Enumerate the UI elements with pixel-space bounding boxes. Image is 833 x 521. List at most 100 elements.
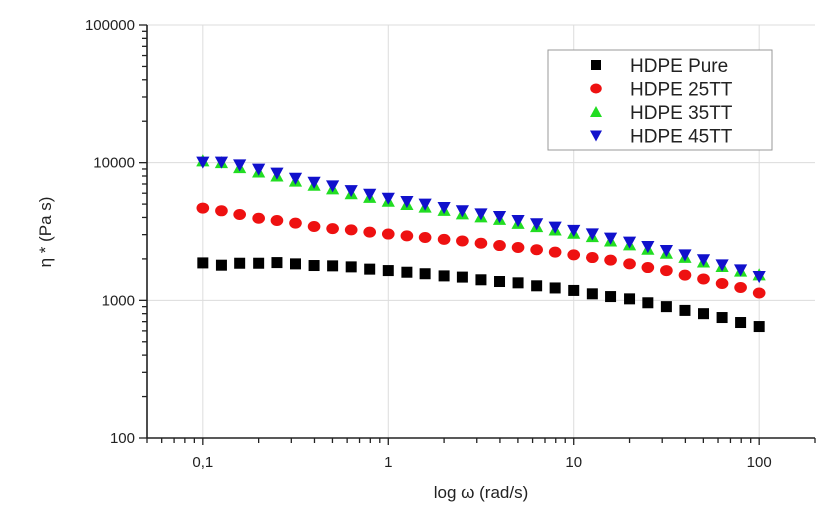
data-point [288, 172, 303, 185]
data-point [252, 212, 265, 224]
data-point [456, 235, 469, 247]
data-point [419, 268, 431, 280]
y-tick-label: 10000 [93, 155, 135, 172]
y-axis-label: η * (Pa s) [36, 197, 55, 268]
data-point [400, 230, 414, 242]
legend-marker [591, 60, 601, 70]
data-point [418, 232, 432, 244]
series-hdpe-45tt [196, 156, 766, 284]
data-point [492, 211, 507, 224]
data-point [455, 205, 469, 218]
data-point [493, 240, 506, 252]
data-point [567, 224, 581, 238]
data-point [197, 257, 209, 269]
x-axis-label: log ω (rad/s) [434, 483, 529, 502]
data-point [289, 217, 302, 229]
data-point [400, 196, 414, 209]
data-point [252, 163, 266, 176]
data-point [344, 185, 358, 198]
data-point [437, 233, 451, 245]
legend-label: HDPE 25TT [630, 80, 733, 101]
data-point [715, 278, 729, 290]
data-point [660, 301, 672, 313]
data-point [753, 321, 765, 333]
data-point [214, 156, 229, 169]
data-point [363, 188, 377, 201]
legend-label: HDPE Pure [630, 56, 728, 77]
data-point [494, 276, 506, 288]
data-point [603, 232, 618, 245]
x-tick-label: 10 [565, 454, 582, 471]
data-point [456, 271, 468, 283]
data-point [733, 264, 748, 277]
data-point [752, 287, 766, 299]
data-point [271, 257, 283, 269]
data-point [326, 223, 339, 235]
data-point [642, 297, 654, 309]
data-point [326, 180, 340, 193]
data-point [307, 176, 321, 189]
data-point [215, 205, 228, 217]
data-point [233, 159, 247, 172]
data-point [623, 258, 636, 270]
series-hdpe-pure [197, 257, 765, 333]
y-tick-label: 100000 [85, 17, 135, 34]
data-point [196, 156, 210, 169]
data-point [678, 269, 692, 281]
data-point [586, 252, 599, 264]
data-point [624, 293, 636, 305]
data-point [381, 228, 395, 240]
data-point [604, 254, 617, 266]
data-point [567, 249, 581, 261]
data-point [622, 236, 637, 249]
data-point [215, 259, 227, 271]
data-point [697, 273, 710, 285]
data-point [289, 258, 301, 270]
data-point [381, 192, 395, 205]
data-point [270, 215, 284, 227]
data-point [363, 226, 377, 238]
data-point [530, 244, 543, 256]
data-point [345, 261, 357, 273]
data-point [382, 265, 394, 277]
x-tick-label: 1 [384, 454, 392, 471]
data-point [308, 260, 320, 272]
data-point [234, 257, 246, 269]
data-point [679, 304, 691, 316]
data-point [253, 257, 265, 269]
data-point [586, 288, 598, 300]
data-point [716, 312, 728, 324]
axes: 0,1 1 10 100 100 1000 10000 100000 [85, 17, 816, 471]
data-point [641, 262, 655, 274]
data-point [344, 224, 358, 236]
data-point [438, 270, 450, 282]
legend-marker [590, 106, 602, 117]
data-point [531, 280, 543, 292]
data-point [511, 215, 525, 228]
data-point [512, 277, 524, 289]
data-point [659, 245, 673, 258]
data-point [735, 317, 747, 329]
data-point [715, 259, 729, 272]
data-points [196, 154, 766, 333]
data-point [401, 266, 413, 278]
data-point [307, 220, 321, 232]
y-tick-label: 1000 [102, 292, 135, 309]
data-point [511, 241, 525, 253]
series-hdpe-25tt [196, 202, 766, 299]
x-tick-label: 0,1 [192, 454, 213, 471]
data-point [475, 274, 487, 286]
data-point [233, 209, 246, 221]
data-point [605, 291, 617, 303]
data-point [696, 254, 711, 267]
data-point [327, 260, 339, 272]
legend-marker [590, 83, 602, 94]
data-point [752, 270, 766, 284]
data-point [698, 308, 710, 320]
data-point [474, 208, 488, 221]
data-point [530, 218, 544, 231]
data-point [548, 221, 562, 234]
data-point [270, 167, 284, 180]
